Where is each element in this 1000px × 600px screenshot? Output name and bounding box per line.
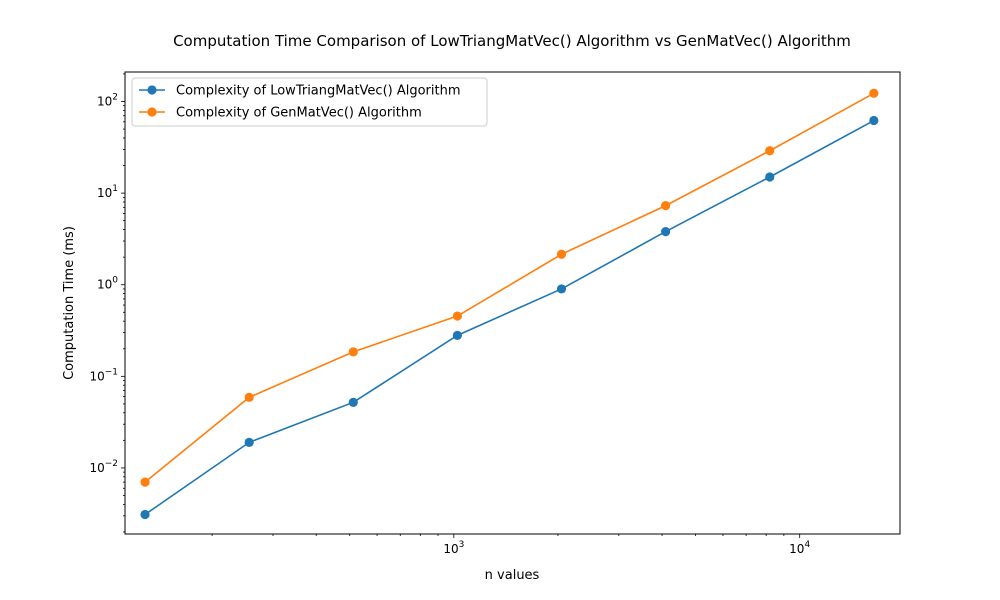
y-tick-label: 101 [97,184,118,200]
data-point [869,88,879,98]
x-tick-label-base: 10 [789,542,804,556]
data-point [244,392,254,402]
x-tick-label: 103 [443,540,464,556]
y-tick-label: 102 [97,93,118,109]
data-point [661,227,671,237]
x-tick-label: 104 [789,540,810,556]
series-line-0 [144,119,875,516]
plot-area [124,71,901,535]
y-tick-label-exponent: 1 [112,184,118,194]
data-point [765,172,775,182]
y-tick-label: 10−1 [89,367,118,383]
y-tick-label-exponent: 2 [112,93,118,103]
chart-title: Computation Time Comparison of LowTriang… [173,32,851,50]
x-axis-label: n values [485,568,540,583]
data-point [765,146,775,156]
legend-label: Complexity of GenMatVec() Algorithm [176,106,422,121]
legend-marker [147,107,157,117]
y-tick-label-exponent: −1 [105,367,118,377]
data-point [348,347,358,357]
y-tick-label-base: 10 [89,369,104,383]
data-point [140,509,150,520]
x-tick-label-exponent: 4 [804,540,810,550]
y-tick-label: 100 [97,276,118,292]
y-tick-label-exponent: 0 [112,276,118,286]
legend-label: Complexity of LowTriangMatVec() Algorith… [176,84,461,99]
x-tick-label-base: 10 [443,542,458,556]
legend: Complexity of LowTriangMatVec() Algorith… [131,77,488,127]
y-axis-label: Computation Time (ms) [62,226,77,380]
y-tick-label: 10−2 [89,459,118,475]
series-line-1 [144,92,875,483]
y-tick-label-base: 10 [97,95,112,109]
data-point [452,311,462,321]
data-point [452,330,462,340]
y-tick-label-base: 10 [97,278,112,292]
y-tick-label-base: 10 [89,461,104,475]
legend-marker [147,85,157,95]
series-layer [140,88,879,520]
data-point [869,115,879,126]
data-point [556,249,567,259]
data-point [661,201,671,211]
data-point [348,397,358,407]
data-point [556,284,567,294]
data-point [244,437,254,447]
legend-frame [131,77,488,127]
data-point [140,477,150,487]
x-tick-label-exponent: 3 [459,540,465,550]
y-tick-label-base: 10 [97,186,112,200]
y-tick-label-exponent: −2 [105,459,118,469]
